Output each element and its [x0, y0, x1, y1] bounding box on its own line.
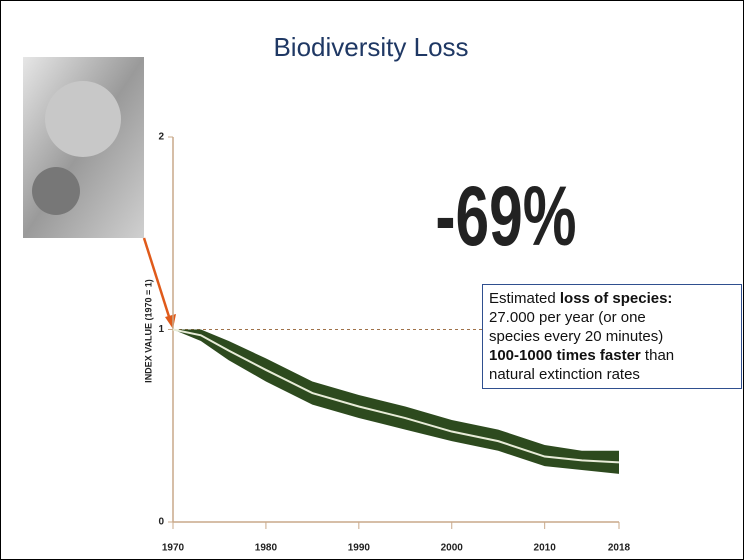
- arrow: [142, 237, 173, 324]
- x-tick-label: 2000: [441, 543, 464, 554]
- x-tick-label: 2010: [534, 543, 557, 554]
- arrow-head: [165, 314, 176, 329]
- note-text: species every 20 minutes): [489, 328, 664, 345]
- y-axis-label: INDEX VALUE (1970 = 1): [143, 279, 153, 383]
- note-text: than: [640, 347, 675, 364]
- photo-detail: [32, 167, 80, 215]
- y-tick-label: 1: [158, 324, 164, 335]
- y-tick-label: 0: [158, 517, 164, 528]
- y-tick-label: 2: [158, 132, 164, 143]
- x-tick-label: 1990: [348, 543, 371, 554]
- photo-detail: [45, 81, 121, 157]
- x-tick-label: 1970: [162, 543, 185, 554]
- x-tick-label: 2018: [608, 543, 631, 554]
- x-tick-label: 1980: [255, 543, 278, 554]
- note-text: 27.000 per year (or one: [489, 309, 646, 326]
- note-text: natural extinction rates: [489, 366, 640, 383]
- note-text: loss of species:: [559, 290, 673, 307]
- note-text: 100-1000 times faster: [489, 347, 641, 364]
- headline: -69%: [435, 169, 576, 263]
- note-text: Estimated: [489, 290, 560, 307]
- line: [172, 328, 620, 464]
- note-box: Estimated loss of species: 27.000 per ye…: [482, 284, 742, 389]
- title: Biodiversity Loss: [273, 32, 468, 62]
- band: [173, 329, 619, 474]
